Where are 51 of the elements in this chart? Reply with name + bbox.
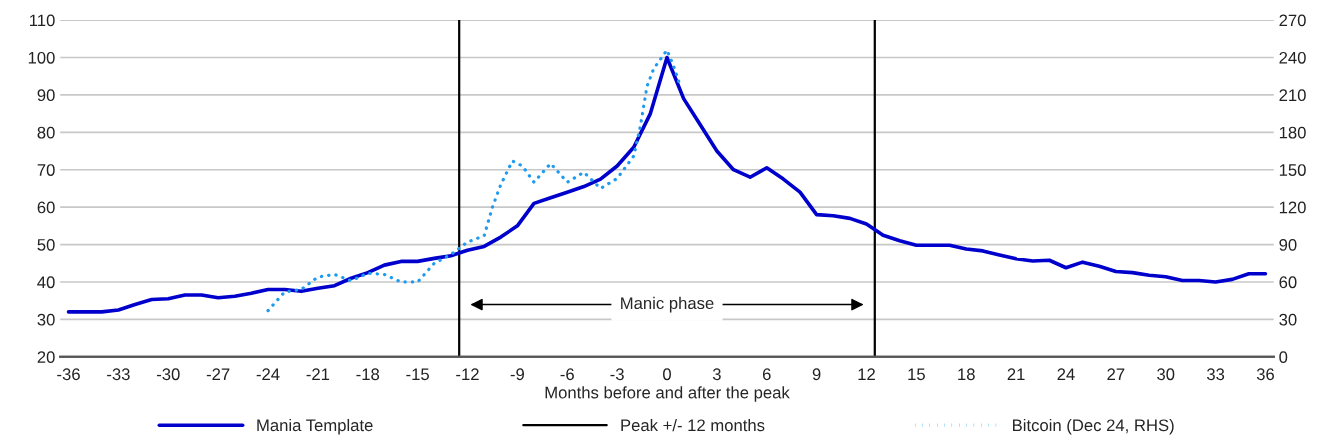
- x-tick-label: 0: [663, 368, 671, 381]
- x-tick-label: -9: [510, 368, 524, 381]
- y-tick-label: 70: [37, 164, 55, 176]
- x-tick-label: -36: [57, 368, 80, 381]
- y2-tick-label: 30: [1279, 313, 1297, 326]
- y2-tick-label: 270: [1279, 14, 1306, 27]
- y2-tick-label: 180: [1279, 126, 1306, 139]
- x-tick-label: -3: [610, 368, 624, 381]
- y2-tick-label: 0: [1279, 351, 1288, 363]
- y2-tick-label: 210: [1279, 89, 1306, 102]
- x-tick-label: -30: [156, 368, 180, 381]
- y-tick-label: 60: [37, 201, 55, 214]
- x-tick-label: 21: [1007, 368, 1025, 380]
- y2-tick-label: 90: [1279, 238, 1297, 251]
- x-tick-label: 12: [858, 368, 875, 380]
- y-tick-label: 90: [37, 89, 55, 102]
- x-tick-label: -15: [406, 368, 429, 381]
- legend-label: Bitcoin (Dec 24, RHS): [1013, 418, 1174, 435]
- y2-tick-label: 150: [1279, 164, 1306, 176]
- x-tick-label: 36: [1256, 368, 1274, 381]
- x-tick-label: 3: [712, 368, 721, 381]
- annotation: Manic phase: [621, 296, 714, 313]
- y2-tick-label: 120: [1279, 201, 1306, 214]
- x-tick-label: 18: [958, 368, 975, 381]
- y2-tick-label: 240: [1279, 51, 1306, 64]
- y-tick-label: 30: [37, 313, 55, 326]
- x-tick-label: 27: [1107, 368, 1125, 380]
- x-tick-label: 24: [1057, 368, 1075, 380]
- x-tick-label: -21: [306, 368, 330, 380]
- y-tick-label: 50: [37, 238, 55, 251]
- x-tick-label: 30: [1157, 368, 1175, 381]
- x-tick-label: 9: [812, 368, 821, 381]
- x-axis-title: Months before and after the peak: [545, 386, 790, 402]
- legend-label: Mania Template: [257, 418, 373, 435]
- x-tick-label: 15: [908, 368, 925, 381]
- y2-tick-label: 60: [1279, 276, 1297, 289]
- line-series: [66, 55, 1268, 314]
- x-tick-label: 6: [762, 368, 771, 381]
- legend-label: Peak +/- 12 months: [621, 418, 765, 432]
- y-tick-label: 40: [37, 276, 55, 289]
- x-tick-label: -18: [356, 368, 380, 381]
- y-tick-label: 80: [37, 126, 55, 139]
- y-tick-label: 20: [37, 351, 55, 363]
- x-tick-label: -33: [107, 368, 130, 381]
- y-tick-label: 110: [30, 14, 55, 27]
- y-tick-label: 100: [28, 51, 55, 64]
- x-tick-label: 33: [1206, 368, 1225, 381]
- x-tick-label: -6: [560, 368, 574, 381]
- x-tick-label: -12: [456, 368, 479, 380]
- x-tick-label: -27: [206, 368, 230, 380]
- x-tick-label: -24: [256, 368, 280, 380]
